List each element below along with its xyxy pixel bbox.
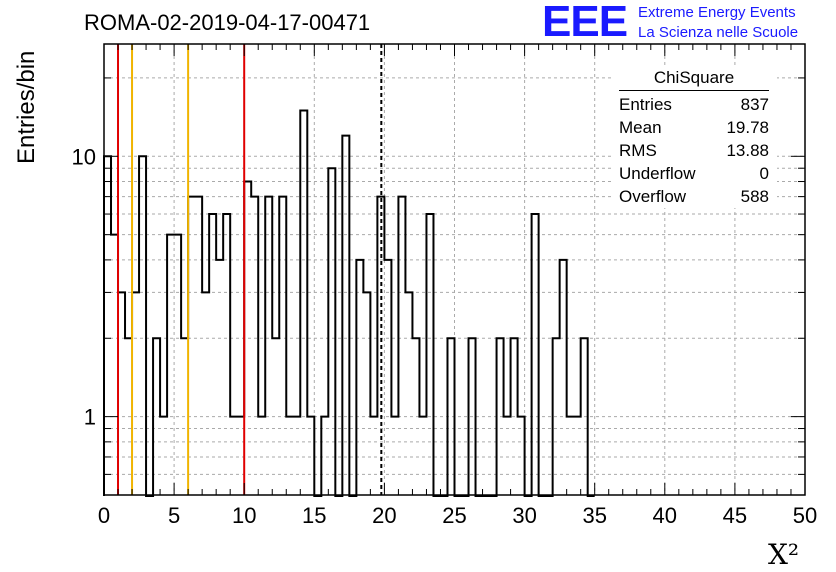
stats-label: RMS [619, 141, 657, 160]
chart-title: ROMA-02-2019-04-17-00471 [84, 10, 371, 35]
x-tick-label: 20 [372, 503, 396, 528]
stats-row: Mean 19.78 [611, 116, 777, 139]
y-axis-label: Entries/bin [13, 50, 40, 164]
x-tick-label: 50 [793, 503, 817, 528]
x-tick-label: 0 [98, 503, 110, 528]
stats-value: 19.78 [726, 118, 769, 137]
stats-box: ChiSquare Entries 837 Mean 19.78 RMS 13.88 … [611, 66, 777, 208]
stats-value: 837 [740, 95, 769, 114]
x-tick-label: 30 [512, 503, 536, 528]
y-tick-label: 1 [84, 405, 96, 430]
stats-title: ChiSquare [619, 66, 769, 91]
x-tick-label: 45 [723, 503, 747, 528]
stats-row: RMS 13.88 [611, 139, 777, 162]
eee-logo: EEE [542, 0, 628, 46]
eee-logo-line2: La Scienza nelle Scuole [638, 24, 799, 41]
x-axis-label: X² [768, 538, 800, 571]
x-tick-label: 40 [653, 503, 677, 528]
x-tick-label: 15 [302, 503, 326, 528]
x-tick-label: 5 [168, 503, 180, 528]
stats-label: Underflow [619, 164, 696, 183]
x-tick-label: 25 [442, 503, 466, 528]
stats-value: 588 [740, 187, 769, 206]
stats-value: 0 [759, 164, 769, 183]
stats-label: Entries [619, 95, 672, 114]
eee-logo-line1: Extreme Energy Events [638, 4, 796, 21]
stats-label: Overflow [619, 187, 687, 206]
x-tick-label: 10 [232, 503, 256, 528]
stats-row: Overflow 588 [611, 185, 777, 208]
y-tick-label: 10 [72, 144, 96, 169]
x-tick-label: 35 [582, 503, 606, 528]
stats-value: 13.88 [726, 141, 769, 160]
stats-label: Mean [619, 118, 662, 137]
stats-row: Entries 837 [611, 93, 777, 116]
stats-row: Underflow 0 [611, 162, 777, 185]
histogram-outline [103, 109, 595, 497]
